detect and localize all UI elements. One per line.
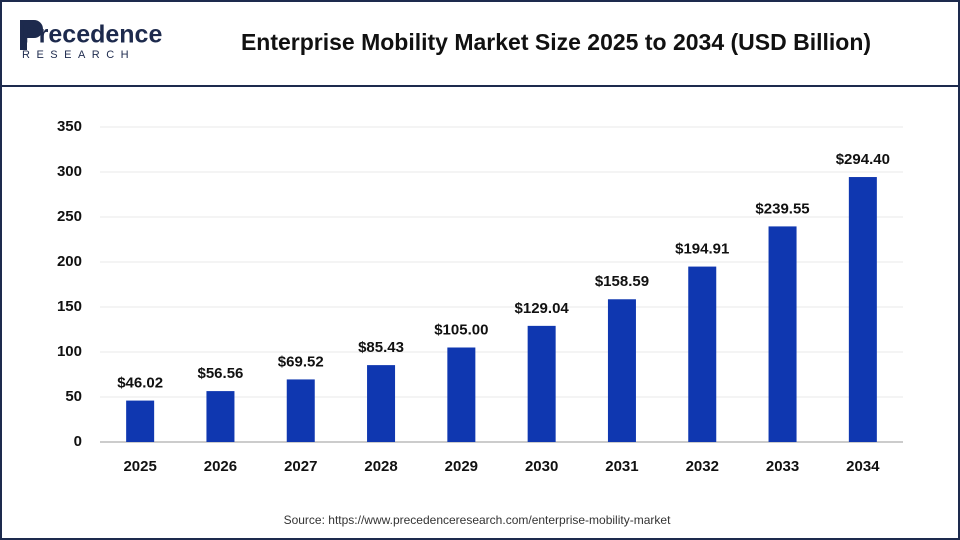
bar	[447, 347, 476, 442]
y-tick-label: 350	[57, 118, 82, 135]
y-tick-label: 150	[57, 298, 82, 315]
value-label: $105.00	[434, 321, 488, 338]
y-tick-label: 200	[57, 253, 82, 270]
logo-name: Precedence	[22, 21, 162, 49]
y-tick-label: 0	[74, 433, 82, 450]
bar	[527, 325, 556, 442]
x-tick-label: 2031	[605, 458, 638, 475]
logo-icon	[20, 20, 43, 50]
x-tick-label: 2030	[525, 458, 558, 475]
logo-tagline: RESEARCH	[22, 49, 135, 61]
y-tick-label: 250	[57, 208, 82, 225]
y-tick-label: 50	[65, 388, 82, 405]
value-label: $56.56	[198, 365, 244, 382]
logo: Precedence RESEARCH	[20, 20, 162, 61]
bar	[688, 266, 717, 442]
bar	[607, 299, 636, 442]
source-note: Source: https://www.precedenceresearch.c…	[284, 513, 671, 527]
x-tick-label: 2026	[204, 458, 237, 475]
bar	[126, 400, 155, 442]
x-tick-label: 2028	[364, 458, 397, 475]
bar	[848, 177, 877, 443]
bar	[206, 391, 235, 442]
value-label: $129.04	[515, 300, 570, 317]
x-tick-label: 2029	[445, 458, 478, 475]
value-label: $194.91	[675, 241, 729, 258]
value-label: $85.43	[358, 339, 404, 356]
value-label: $239.55	[755, 200, 809, 217]
x-tick-label: 2025	[123, 458, 156, 475]
x-tick-label: 2027	[284, 458, 317, 475]
chart-title: Enterprise Mobility Market Size 2025 to …	[241, 29, 871, 55]
x-tick-label: 2033	[766, 458, 799, 475]
x-tick-label: 2032	[686, 458, 719, 475]
value-label: $294.40	[836, 151, 890, 168]
bar	[367, 365, 396, 442]
bar	[286, 379, 315, 442]
value-label: $158.59	[595, 273, 649, 290]
value-label: $46.02	[117, 375, 163, 392]
y-tick-label: 100	[57, 343, 82, 360]
value-label: $69.52	[278, 353, 324, 370]
bar	[768, 226, 797, 442]
x-tick-label: 2034	[846, 458, 880, 475]
y-tick-label: 300	[57, 163, 82, 180]
